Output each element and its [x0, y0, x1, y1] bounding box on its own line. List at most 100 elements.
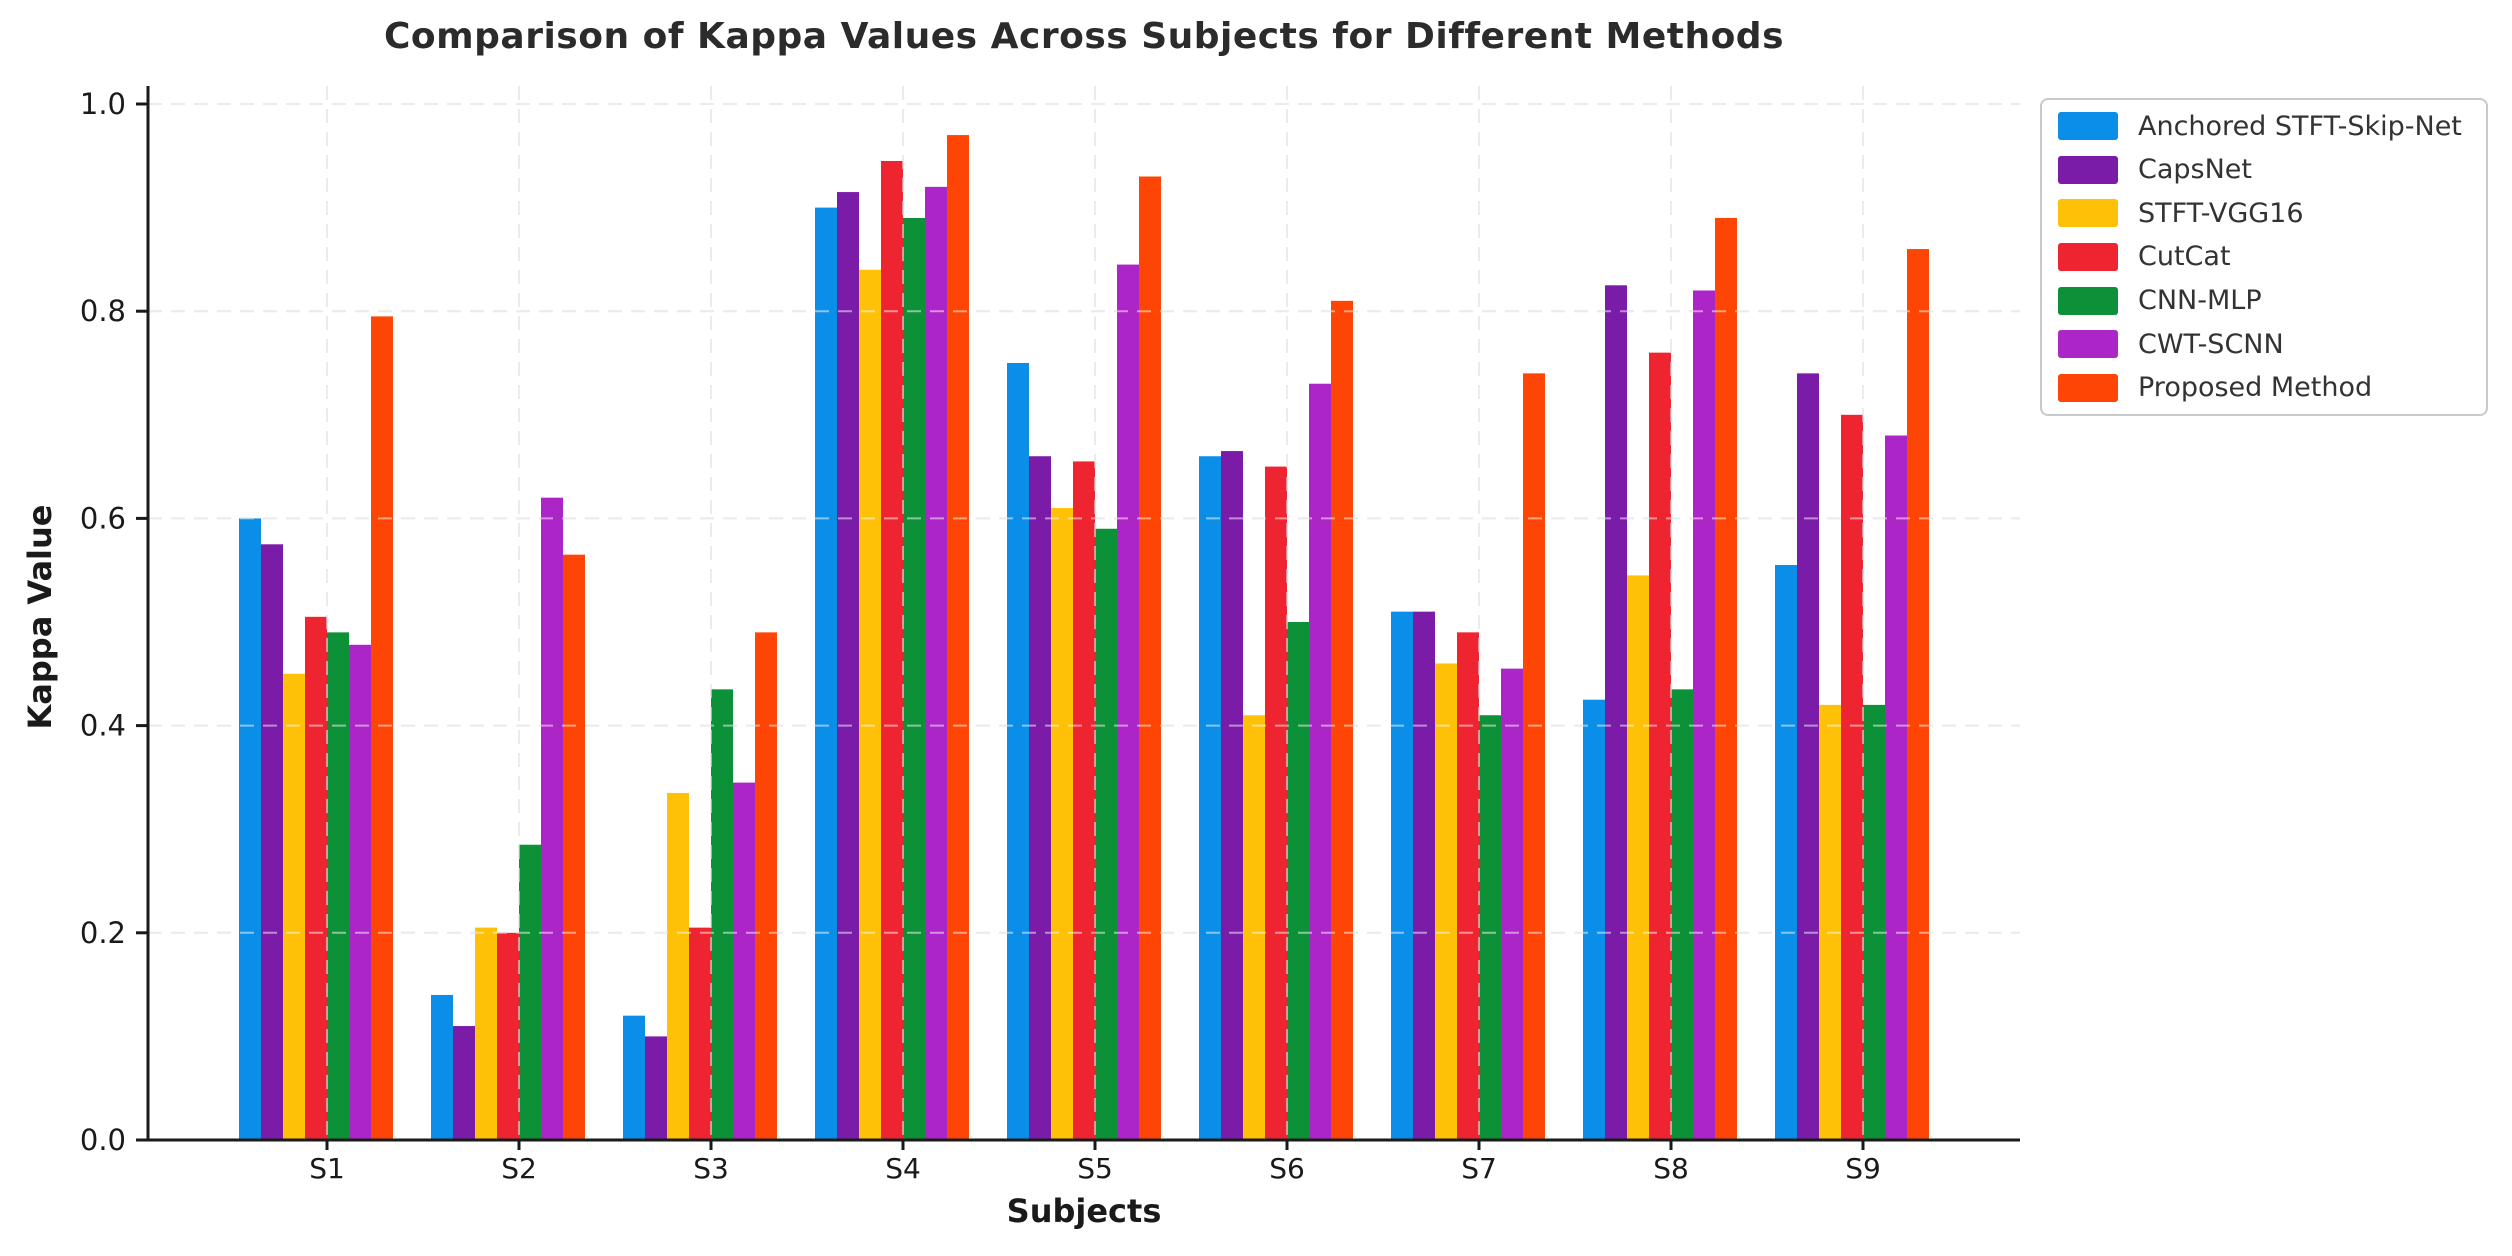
- bar: [1907, 249, 1929, 1141]
- x-tick-label: S5: [1077, 1152, 1113, 1185]
- legend-label: CapsNet: [2138, 154, 2252, 186]
- y-tick-label: 0.6: [80, 501, 126, 535]
- bar: [755, 632, 777, 1140]
- bar: [1457, 632, 1479, 1140]
- bar: [1221, 451, 1243, 1140]
- bar: [689, 927, 711, 1140]
- bar: [1265, 466, 1287, 1141]
- bar: [1435, 663, 1457, 1140]
- legend-label: Proposed Method: [2138, 372, 2373, 404]
- bar: [305, 616, 327, 1140]
- legend-item: CutCat: [2058, 241, 2470, 273]
- bar: [261, 544, 283, 1140]
- x-tick-label: S2: [501, 1152, 537, 1185]
- y-tick-label: 1.0: [80, 87, 126, 121]
- x-tick-label: S9: [1845, 1152, 1881, 1185]
- legend-item: CNN-MLP: [2058, 285, 2470, 317]
- y-tick-label: 0.8: [80, 294, 126, 328]
- x-tick-label: S1: [309, 1152, 345, 1185]
- legend-swatch: [2058, 199, 2118, 228]
- bar: [1501, 668, 1523, 1140]
- x-tick-label: S8: [1653, 1152, 1689, 1185]
- legend-item: CWT-SCNN: [2058, 328, 2470, 360]
- bar: [645, 1036, 667, 1140]
- bar: [1391, 611, 1413, 1140]
- bar: [903, 217, 925, 1140]
- bar: [1051, 508, 1073, 1140]
- legend-label: CNN-MLP: [2138, 285, 2262, 317]
- bar: [541, 497, 563, 1140]
- bar: [1693, 290, 1715, 1141]
- x-tick-label: S4: [885, 1152, 921, 1185]
- bar: [881, 160, 903, 1141]
- bar: [1243, 715, 1265, 1140]
- y-tick-label: 0.2: [80, 916, 126, 950]
- legend-swatch: [2058, 242, 2118, 271]
- bar: [1331, 300, 1353, 1141]
- bar: [283, 673, 305, 1140]
- legend-label: STFT-VGG16: [2138, 197, 2304, 229]
- y-tick-label: 0.4: [80, 709, 126, 743]
- legend-label: Anchored STFT-Skip-Net: [2138, 110, 2462, 142]
- bar: [1523, 373, 1545, 1140]
- bar: [475, 927, 497, 1140]
- bar: [497, 932, 519, 1140]
- bar: [1605, 285, 1627, 1140]
- x-axis-label: Subjects: [1006, 1192, 1162, 1230]
- bar: [733, 782, 755, 1140]
- bar: [1715, 217, 1737, 1140]
- bar: [1671, 689, 1693, 1140]
- bar: [239, 518, 261, 1140]
- bar: [667, 792, 689, 1140]
- bar: [947, 135, 969, 1140]
- bar: [1797, 373, 1819, 1140]
- bar: [1199, 456, 1221, 1140]
- bar: [1649, 352, 1671, 1140]
- bar: [925, 186, 947, 1140]
- bar: [859, 269, 881, 1140]
- x-tick-label: S7: [1461, 1152, 1497, 1185]
- bar: [1627, 575, 1649, 1140]
- bar: [349, 644, 371, 1140]
- bar: [623, 1015, 645, 1140]
- x-tick-label: S6: [1269, 1152, 1305, 1185]
- bar: [1885, 435, 1907, 1140]
- bar: [1479, 715, 1501, 1140]
- bar: [1841, 414, 1863, 1140]
- y-tick-label: 0.0: [80, 1123, 126, 1157]
- bar: [1117, 264, 1139, 1141]
- bar: [815, 207, 837, 1141]
- bar: [711, 689, 733, 1140]
- bar: [1819, 704, 1841, 1140]
- bar: [327, 632, 349, 1140]
- bar: [431, 994, 453, 1140]
- bar: [1413, 611, 1435, 1140]
- bar: [519, 844, 541, 1140]
- bar: [1139, 176, 1161, 1140]
- legend-item: CapsNet: [2058, 154, 2470, 186]
- legend-swatch: [2058, 330, 2118, 359]
- bar: [1863, 704, 1885, 1140]
- legend-item: STFT-VGG16: [2058, 197, 2470, 229]
- bar: [453, 1026, 475, 1140]
- x-tick-label: S3: [693, 1152, 729, 1185]
- bar: [1073, 461, 1095, 1140]
- legend-label: CutCat: [2138, 241, 2231, 273]
- legend-swatch: [2058, 373, 2118, 402]
- legend-item: Proposed Method: [2058, 372, 2470, 404]
- bar: [1007, 363, 1029, 1140]
- bar: [1029, 456, 1051, 1140]
- legend-swatch: [2058, 155, 2118, 184]
- bar: [837, 192, 859, 1140]
- legend: Anchored STFT-Skip-Net CapsNet STFT-VGG16 C…: [2040, 98, 2488, 416]
- bar: [1775, 565, 1797, 1140]
- legend-label: CWT-SCNN: [2138, 328, 2284, 360]
- bar: [1583, 699, 1605, 1140]
- legend-swatch: [2058, 286, 2118, 315]
- bar: [1095, 528, 1117, 1140]
- legend-swatch: [2058, 112, 2118, 140]
- chart-title: Comparison of Kappa Values Across Subjec…: [383, 16, 1785, 57]
- bar: [1309, 383, 1331, 1141]
